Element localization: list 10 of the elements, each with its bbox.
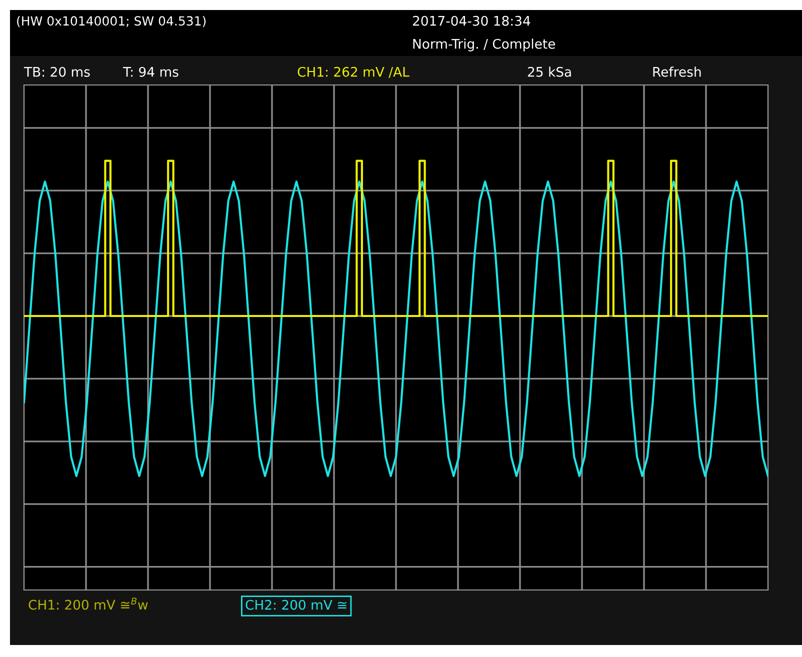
text: 25 kSa — [528, 66, 571, 77]
text: Refresh — [653, 66, 701, 77]
text: CH2: 200 mV ≅ — [246, 600, 346, 610]
text: 2017-04-30 18:34 — [412, 16, 530, 26]
text: CH1: 200 mV ≅$^{B}$w — [28, 598, 148, 610]
text: Norm-Trig. / Complete — [413, 38, 556, 52]
chart-title: (HW 0x10140001; SW 04.531) — [17, 16, 206, 28]
text: TB: 20 ms — [24, 66, 90, 77]
text: T: 94 ms — [122, 66, 178, 77]
text: CH1: 262 mV /AL — [298, 66, 410, 78]
